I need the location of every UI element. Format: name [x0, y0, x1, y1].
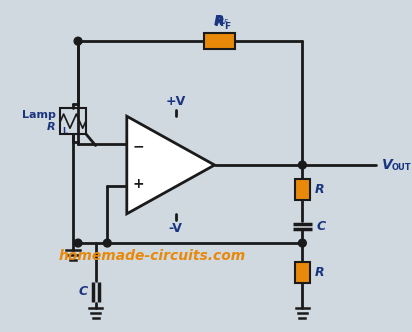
Circle shape	[298, 239, 306, 247]
Text: R: R	[215, 17, 224, 30]
Text: −: −	[133, 139, 144, 153]
Text: L: L	[63, 127, 68, 136]
Text: R: R	[214, 16, 223, 29]
Text: R: R	[315, 266, 325, 279]
Text: $_F$: $_F$	[223, 18, 229, 28]
Text: R: R	[215, 15, 224, 28]
Text: Lamp: Lamp	[22, 110, 56, 120]
Text: +: +	[133, 177, 144, 191]
Text: V: V	[382, 158, 393, 172]
Text: C: C	[79, 285, 88, 298]
FancyBboxPatch shape	[295, 262, 310, 283]
Text: OUT: OUT	[391, 163, 411, 172]
FancyBboxPatch shape	[204, 33, 235, 49]
Text: +V: +V	[166, 95, 186, 109]
Text: R: R	[315, 183, 325, 196]
FancyBboxPatch shape	[295, 179, 310, 200]
Circle shape	[103, 239, 111, 247]
Text: F: F	[225, 22, 230, 32]
Text: -V: -V	[169, 221, 183, 235]
Text: R: R	[47, 123, 56, 132]
Circle shape	[74, 239, 82, 247]
Text: C: C	[317, 220, 326, 233]
Text: homemade-circuits.com: homemade-circuits.com	[59, 249, 246, 263]
Circle shape	[298, 161, 306, 169]
Circle shape	[74, 37, 82, 45]
Polygon shape	[127, 116, 215, 214]
